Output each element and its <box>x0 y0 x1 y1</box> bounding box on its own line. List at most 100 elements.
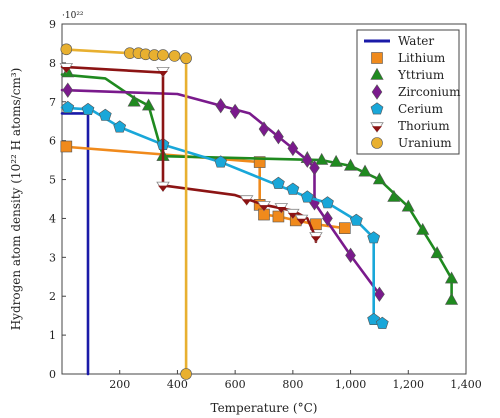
cerium-marker <box>98 108 112 121</box>
yttrium-marker <box>444 271 459 284</box>
x-tick-label: 1,400 <box>450 378 482 391</box>
cerium-marker <box>81 102 95 115</box>
plot-area <box>61 23 467 375</box>
uranium-marker <box>180 368 192 380</box>
x-tick-label: 600 <box>225 378 246 391</box>
zirconium-marker <box>287 140 299 157</box>
lithium-marker <box>253 156 266 168</box>
thorium-marker <box>296 218 307 225</box>
legend-label-lithium: Lithium <box>398 51 446 65</box>
thorium-marker <box>241 199 252 206</box>
uranium-marker <box>168 50 181 62</box>
zirconium-marker <box>62 82 74 98</box>
zirconium-marker <box>229 103 241 120</box>
yttrium-marker <box>141 98 156 111</box>
y-tick-label: 1 <box>49 329 56 342</box>
uranium-marker <box>180 52 192 65</box>
legend-swatch-zirconium <box>371 84 383 100</box>
y-tick-label: 3 <box>49 251 56 264</box>
zirconium-marker <box>309 160 320 176</box>
legend-label-zirconium: Zirconium <box>398 85 461 99</box>
thorium-marker <box>276 207 287 213</box>
yttrium-marker <box>444 292 459 305</box>
x-tick-label: 1,200 <box>393 378 425 391</box>
zirconium-marker <box>215 97 227 114</box>
legend-swatch-thorium <box>372 126 382 133</box>
zirconium-marker <box>273 129 284 145</box>
legend-swatch-lithium <box>371 52 383 64</box>
y-tick-label: 6 <box>49 135 56 148</box>
y-tick-label: 7 <box>49 96 56 109</box>
y-tick-label: 4 <box>49 212 56 225</box>
yttrium-marker <box>416 222 430 235</box>
zirconium-marker <box>301 152 313 168</box>
thorium-marker <box>158 70 168 77</box>
y-tick-label: 8 <box>49 57 56 70</box>
y-tick-label: 9 <box>49 18 56 31</box>
series-thorium <box>59 63 323 244</box>
yttrium-marker <box>401 199 415 212</box>
cerium-marker <box>286 182 300 195</box>
legend-label-thorium: Thorium <box>398 119 450 133</box>
yttrium-marker <box>329 154 343 167</box>
x-tick-label: 800 <box>282 378 303 391</box>
legend-label-cerium: Cerium <box>398 102 444 116</box>
yttrium-marker <box>127 94 141 107</box>
x-tick-label: 1,000 <box>335 378 367 391</box>
thorium-marker <box>259 205 269 211</box>
legend-label-yttrium: Yttrium <box>397 68 445 82</box>
cerium-marker <box>349 213 363 226</box>
yttrium-marker <box>315 152 329 165</box>
legend: Water Lithium Yttrium Zirconium Cerium Thoriu… <box>356 29 461 155</box>
series-yttrium <box>60 65 459 305</box>
zirconium-marker <box>345 247 356 264</box>
lithium-marker <box>60 140 73 153</box>
cerium-marker <box>61 100 75 113</box>
yttrium-marker <box>387 189 401 202</box>
y-tick-label: 5 <box>49 174 56 187</box>
yttrium-marker <box>343 158 358 171</box>
yttrium-marker <box>61 65 75 78</box>
cerium-marker <box>113 120 127 133</box>
thorium-marker <box>310 236 321 242</box>
y-axis-exponent: ·10²² <box>62 11 84 21</box>
legend-swatch-yttrium <box>370 67 384 80</box>
cerium-marker <box>321 196 334 209</box>
axis-layer: 200 400 600 800 1,000 1,200 1,400 0 1 2 3 4 5 6 7 8 9 <box>49 18 482 391</box>
cerium-line <box>60 106 384 325</box>
lithium-marker <box>272 210 285 223</box>
series-layer <box>59 43 459 380</box>
zirconium-marker <box>374 286 385 302</box>
zirconium-marker <box>322 210 333 227</box>
legend-swatch-cerium <box>370 102 384 115</box>
y-tick-label: 2 <box>49 290 56 303</box>
uranium-marker <box>157 49 169 61</box>
yttrium-marker <box>430 246 444 259</box>
yttrium-marker <box>372 172 387 185</box>
y-tick-label: 0 <box>49 368 56 381</box>
thorium-marker <box>287 212 298 219</box>
x-axis-label: Temperature (°C) <box>211 401 318 415</box>
legend-swatch-uranium <box>371 137 383 149</box>
thorium-marker <box>61 67 72 73</box>
series-uranium <box>60 43 192 380</box>
y-axis-label: Hydrogen atom density (10²² H atoms/cm³) <box>9 68 23 331</box>
series-cerium <box>60 100 389 329</box>
legend-label-water: Water <box>398 34 434 48</box>
cerium-marker <box>375 316 389 329</box>
zirconium-marker <box>258 121 270 137</box>
uranium-line <box>60 48 188 376</box>
thorium-marker <box>158 185 168 192</box>
cerium-marker <box>300 190 314 203</box>
legend-label-uranium: Uranium <box>398 136 452 150</box>
yttrium-marker <box>358 164 372 177</box>
uranium-marker <box>60 43 73 56</box>
cerium-marker <box>214 155 228 168</box>
cerium-marker <box>272 176 285 189</box>
x-tick-label: 400 <box>167 378 188 391</box>
x-tick-label: 200 <box>109 378 130 391</box>
lithium-marker <box>338 222 351 234</box>
cerium-marker <box>367 231 381 244</box>
series-zirconium <box>60 82 385 302</box>
